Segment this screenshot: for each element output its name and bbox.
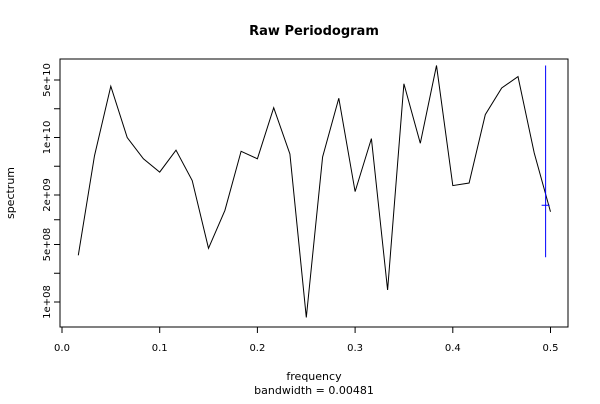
y-tick-label: 5e+10: [42, 63, 53, 97]
x-tick-label: 0.1: [152, 343, 168, 354]
y-tick-label: 1e+08: [42, 285, 53, 319]
y-tick-label: 1e+10: [42, 121, 53, 155]
confidence-bar-layer: [541, 65, 550, 258]
x-axis: 0.0 0.1 0.2 0.3 0.4 0.5: [54, 327, 558, 354]
y-axis: 1e+08 5e+08 2e+09 1e+10 5e+10: [42, 63, 60, 319]
bandwidth-label: bandwidth = 0.00481: [254, 384, 374, 397]
spectrum-line: [77, 65, 551, 318]
x-tick-label: 0.3: [347, 343, 363, 354]
x-tick-label: 0.2: [249, 343, 265, 354]
y-axis-label: spectrum: [4, 167, 17, 219]
plot-frame: [59, 58, 569, 328]
x-tick-label: 0.0: [54, 343, 70, 354]
x-axis-label: frequency: [286, 370, 342, 383]
y-tick-label: 5e+08: [42, 228, 53, 262]
chart-title: Raw Periodogram: [249, 24, 379, 39]
x-tick-label: 0.5: [543, 343, 559, 354]
series-layer: [77, 65, 551, 318]
x-tick-label: 0.4: [445, 343, 461, 354]
y-tick-label: 2e+09: [42, 178, 53, 212]
